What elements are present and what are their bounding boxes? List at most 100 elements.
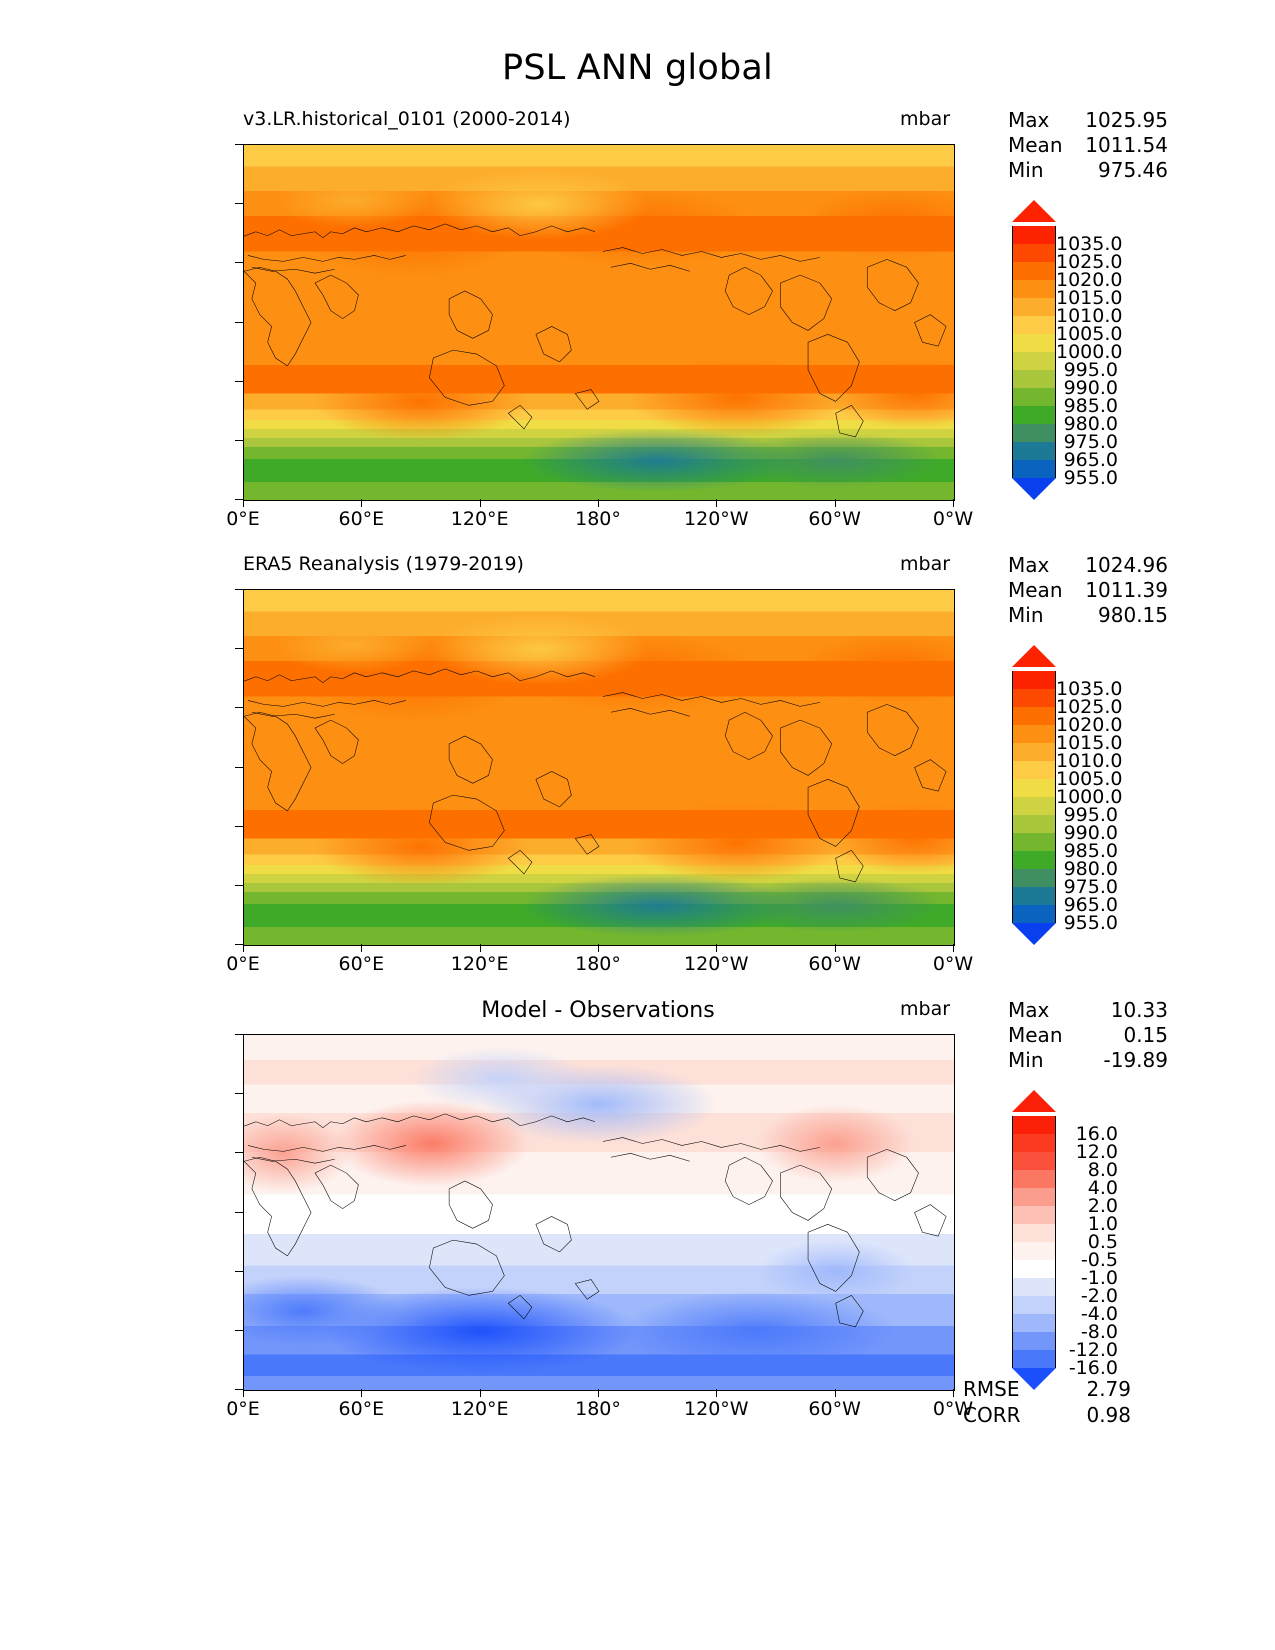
stats-block-observations: Max 1024.96 Mean 1011.39 Min 980.15 xyxy=(1008,553,1168,628)
colorbar-band xyxy=(1012,887,1056,905)
colorbar-tick-label: 1010.0 xyxy=(1056,750,1122,772)
colorbar-band xyxy=(1012,797,1056,815)
map-axes-difference xyxy=(243,1034,955,1391)
colorbar-tick-label: 1005.0 xyxy=(1056,323,1123,345)
colorbar-min-arrow xyxy=(1012,478,1056,500)
lon-label: 120°W xyxy=(684,953,749,975)
map-axes-model xyxy=(243,144,955,501)
colorbar-band xyxy=(1012,1314,1056,1332)
colorbar-tick-label: 1010.0 xyxy=(1056,305,1122,327)
colorbar-tick-value: -4.0 xyxy=(1080,1303,1118,1325)
colorbar-band xyxy=(1012,689,1056,707)
lat-tick xyxy=(235,1093,244,1095)
colorbar-max-arrow xyxy=(1012,200,1056,222)
units-label-model: mbar xyxy=(900,108,951,130)
colorbar-tick-label: 1.0 xyxy=(1056,1213,1118,1235)
colorbar-band xyxy=(1012,334,1056,352)
colorbar-band xyxy=(1012,316,1056,334)
stat-row: Min 980.15 xyxy=(1008,603,1168,628)
colorbar-tick-value: 1025.0 xyxy=(1056,251,1123,273)
colorbar-band xyxy=(1012,851,1056,869)
colorbar-tick-value: 2.0 xyxy=(1087,1195,1118,1217)
lon-label: 60°E xyxy=(338,953,385,975)
colorbar-tick-value: 955.0 xyxy=(1063,912,1118,934)
colorbar-band xyxy=(1012,1332,1056,1350)
colorbar-tick-label: 990.0 xyxy=(1056,822,1118,844)
colorbar-tick-value: 965.0 xyxy=(1063,894,1118,916)
lon-label: 120°E xyxy=(450,508,509,530)
colorbar-tick-value: 975.0 xyxy=(1063,431,1118,453)
lon-tick xyxy=(361,1389,363,1397)
lat-tick xyxy=(235,499,244,500)
lon-tick xyxy=(834,944,836,952)
lon-label: 0°W xyxy=(932,508,974,530)
lat-tick xyxy=(235,766,244,768)
lon-label: 0°W xyxy=(932,953,974,975)
colorbar-tick-value: 8.0 xyxy=(1087,1159,1118,1181)
stat-value: 980.15 xyxy=(1098,603,1168,627)
lon-label: 0°W xyxy=(932,1398,974,1420)
figure-title: PSL ANN global xyxy=(502,48,773,88)
colorbar-tick-label: 990.0 xyxy=(1056,377,1118,399)
colorbar-tick-label: 1025.0 xyxy=(1056,251,1123,273)
colorbar-tick-label: 985.0 xyxy=(1056,395,1118,417)
colorbar-tick-value: 985.0 xyxy=(1063,840,1118,862)
colorbar-tick-value: -0.5 xyxy=(1080,1249,1118,1271)
stat-label: Min xyxy=(1008,1048,1044,1072)
lon-tick xyxy=(953,944,954,952)
stat-row: Mean 0.15 xyxy=(1008,1023,1168,1048)
stat-label: Max xyxy=(1008,553,1050,577)
metric-row: RMSE 2.79 xyxy=(963,1376,1131,1402)
colorbar-tick-value: 980.0 xyxy=(1063,858,1118,880)
lat-tick xyxy=(235,1389,244,1390)
lat-tick xyxy=(235,439,244,441)
colorbar-tick-label: 8.0 xyxy=(1056,1159,1118,1181)
colorbar-band xyxy=(1012,1296,1056,1314)
colorbar-tick-value: 990.0 xyxy=(1063,377,1118,399)
lon-tick xyxy=(716,499,718,507)
colorbar-tick-value: 1035.0 xyxy=(1056,233,1123,255)
colorbar-tick-label: 1015.0 xyxy=(1056,732,1122,754)
lat-tick xyxy=(235,321,244,323)
colorbar-tick-label: -1.0 xyxy=(1056,1267,1118,1289)
lon-tick xyxy=(598,499,599,507)
metric-value: 0.98 xyxy=(1086,1403,1131,1427)
colorbar-tick-value: 1015.0 xyxy=(1056,287,1123,309)
colorbar-band xyxy=(1012,671,1056,689)
lon-label: 120°W xyxy=(684,508,749,530)
metric-row: CORR 0.98 xyxy=(963,1402,1131,1428)
colorbar-tick-value: 12.0 xyxy=(1075,1141,1118,1163)
colorbar-band xyxy=(1012,1278,1056,1296)
lat-tick xyxy=(235,203,244,205)
colorbar-tick-value: -1.0 xyxy=(1080,1267,1118,1289)
colorbar-band xyxy=(1012,743,1056,761)
colorbar-band xyxy=(1012,460,1056,478)
colorbar-band xyxy=(1012,1260,1056,1278)
colorbar-band xyxy=(1012,725,1056,743)
colorbar-max-arrow xyxy=(1012,1090,1056,1112)
colorbar-tick-label: 1000.0 xyxy=(1056,786,1122,808)
colorbar-tick-value: 1005.0 xyxy=(1056,323,1123,345)
panel-title-observations: ERA5 Reanalysis (1979-2019) xyxy=(243,553,524,575)
colorbar-tick-label: 955.0 xyxy=(1056,912,1118,934)
metric-label: CORR xyxy=(963,1403,1021,1427)
lon-tick xyxy=(243,499,244,507)
colorbar-tick-value: 1000.0 xyxy=(1056,341,1123,363)
stat-row: Mean 1011.39 xyxy=(1008,578,1168,603)
colorbar-tick-value: 975.0 xyxy=(1063,876,1118,898)
colorbar-tick-label: 1015.0 xyxy=(1056,287,1123,309)
colorbar-tick-value: -16.0 xyxy=(1068,1357,1118,1379)
colorbar-bands xyxy=(1012,1116,1056,1368)
lon-tick xyxy=(243,1389,244,1397)
colorbar-band xyxy=(1012,761,1056,779)
stats-block-difference: Max 10.33 Mean 0.15 Min -19.89 xyxy=(1008,998,1168,1073)
lat-tick xyxy=(235,707,244,709)
stat-value: 1011.54 xyxy=(1085,133,1168,157)
lon-tick xyxy=(953,1389,954,1397)
colorbar-tick-value: -8.0 xyxy=(1080,1321,1118,1343)
colorbar-tick-value: 965.0 xyxy=(1063,449,1118,471)
colorbar-tick-label: 975.0 xyxy=(1056,431,1118,453)
colorbar-tick-value: 1020.0 xyxy=(1056,714,1123,736)
colorbar-band xyxy=(1012,280,1056,298)
colorbar-min-arrow xyxy=(1012,1368,1056,1390)
